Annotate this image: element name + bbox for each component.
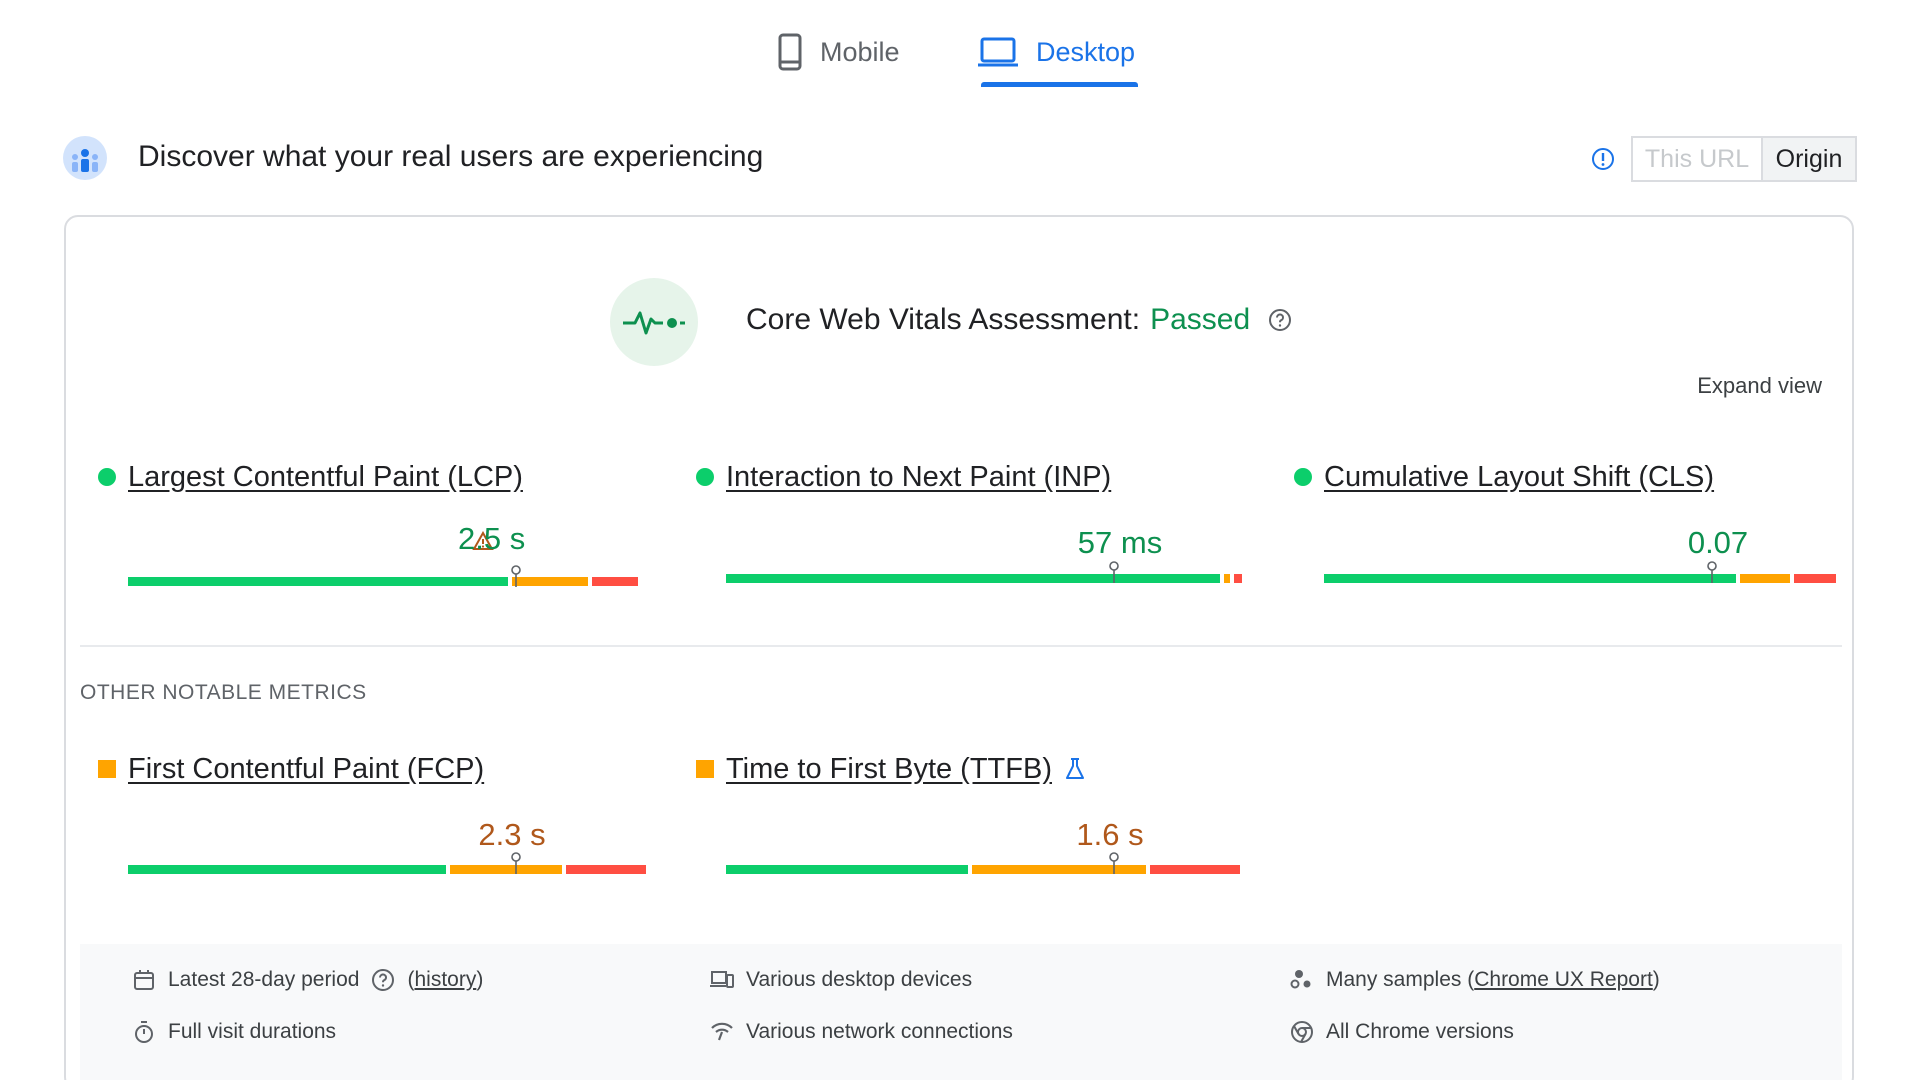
good-status-dot <box>98 468 116 486</box>
network-text: Various network connections <box>746 1020 1013 1043</box>
distribution-bar <box>726 865 1244 874</box>
samples-text: Many samples (Chrome UX Report) <box>1326 968 1660 991</box>
bar-segment-average <box>972 865 1146 874</box>
this-url-button[interactable]: This URL <box>1633 138 1763 180</box>
bar-segment-average <box>450 865 562 874</box>
metric-fcp: First Contentful Paint (FCP) 2.3 s <box>98 749 646 889</box>
chrome-text: All Chrome versions <box>1326 1020 1514 1043</box>
bar-segment-good <box>726 574 1220 583</box>
period-item: Latest 28-day period (history) <box>132 968 483 992</box>
bar-segment-poor <box>1794 574 1836 583</box>
assessment-prefix: Core Web Vitals Assessment: <box>746 303 1141 336</box>
chrome-icon <box>1291 1021 1313 1043</box>
bar-segment-poor <box>1150 865 1240 874</box>
history-link[interactable]: history <box>414 968 477 991</box>
average-status-square <box>696 760 714 778</box>
bar-segment-good <box>128 865 446 874</box>
metric-name[interactable]: Time to First Byte (TTFB) <box>726 752 1052 785</box>
metric-lcp: Largest Contentful Paint (LCP) 2.5 s <box>98 457 638 597</box>
stopwatch-icon <box>135 1021 153 1043</box>
percentile-marker <box>1109 561 1119 583</box>
chrome-ux-report-link[interactable]: Chrome UX Report <box>1474 968 1653 991</box>
bar-segment-average <box>1224 574 1230 583</box>
metric-value: 2.3 s <box>478 817 546 852</box>
metric-value: 57 ms <box>1077 525 1163 560</box>
help-icon[interactable] <box>1268 308 1292 332</box>
history-paren: (history) <box>407 968 484 991</box>
help-icon[interactable] <box>371 968 395 992</box>
crux-users-icon <box>63 136 107 180</box>
calendar-icon <box>134 970 154 990</box>
percentile-marker <box>1707 561 1717 583</box>
metric-name[interactable]: Largest Contentful Paint (LCP) <box>128 460 523 493</box>
network-icon <box>711 1022 733 1041</box>
average-status-square <box>98 760 116 778</box>
bar-segment-poor <box>592 577 638 586</box>
chrome-item: All Chrome versions <box>1290 1020 1514 1044</box>
expand-view-link[interactable]: Expand view <box>1697 373 1822 398</box>
bar-segment-good <box>726 865 968 874</box>
bar-segment-poor <box>566 865 646 874</box>
tab-mobile[interactable]: Mobile <box>778 14 900 90</box>
mobile-icon <box>778 33 802 71</box>
origin-button[interactable]: Origin <box>1763 138 1855 180</box>
network-item: Various network connections <box>710 1020 1013 1044</box>
percentile-marker <box>1109 852 1119 874</box>
devices-text: Various desktop devices <box>746 968 973 991</box>
metric-ttfb: Time to First Byte (TTFB) 1.6 s <box>696 749 1240 889</box>
tab-desktop[interactable]: Desktop <box>978 14 1135 90</box>
warning-icon <box>472 531 494 550</box>
samples-item: Many samples (Chrome UX Report) <box>1290 968 1660 992</box>
distribution-bar <box>128 577 642 586</box>
active-tab-indicator <box>981 82 1138 87</box>
bar-segment-average <box>1740 574 1790 583</box>
period-text: Latest 28-day period <box>168 968 360 991</box>
bar-segment-poor <box>1234 574 1242 583</box>
metric-value: 2.5 s <box>458 521 526 556</box>
distribution-bar <box>128 865 650 874</box>
url-origin-toggle: This URL Origin <box>1631 136 1857 182</box>
assessment-title: Core Web Vitals Assessment: Passed <box>746 303 1292 337</box>
durations-item: Full visit durations <box>132 1020 336 1044</box>
pulse-icon <box>623 311 685 335</box>
laptop-icon <box>978 37 1018 67</box>
bar-segment-good <box>1324 574 1736 583</box>
distribution-bar <box>726 574 1246 583</box>
percentile-marker <box>511 565 521 587</box>
bar-segment-average <box>512 577 588 586</box>
field-data-card: Core Web Vitals Assessment: Passed Expan… <box>64 215 1854 1080</box>
metric-inp: Interaction to Next Paint (INP) 57 ms <box>696 457 1242 597</box>
page-headline: Discover what your real users are experi… <box>138 140 764 173</box>
metric-name[interactable]: Cumulative Layout Shift (CLS) <box>1324 460 1715 493</box>
metric-cls: Cumulative Layout Shift (CLS) 0.07 <box>1294 457 1836 597</box>
metric-value: 0.07 <box>1687 525 1749 560</box>
other-metrics-heading: OTHER NOTABLE METRICS <box>80 681 367 704</box>
tab-mobile-label: Mobile <box>820 36 900 67</box>
section-divider <box>80 645 1842 647</box>
devices-icon <box>710 971 734 988</box>
metric-name[interactable]: Interaction to Next Paint (INP) <box>726 460 1112 493</box>
metric-name[interactable]: First Contentful Paint (FCP) <box>128 752 485 785</box>
devices-item: Various desktop devices <box>710 968 972 992</box>
people-icon <box>1290 970 1311 989</box>
distribution-bar <box>1324 574 1840 583</box>
good-status-dot <box>696 468 714 486</box>
flask-icon <box>1065 758 1084 779</box>
assessment-badge <box>610 278 698 366</box>
metric-value: 1.6 s <box>1076 817 1144 852</box>
durations-text: Full visit durations <box>168 1020 337 1043</box>
data-collection-info: Latest 28-day period (history) Full visi… <box>80 944 1842 1080</box>
percentile-marker <box>511 852 521 874</box>
assessment-status: Passed <box>1150 303 1251 336</box>
good-status-dot <box>1294 468 1312 486</box>
info-icon[interactable] <box>1591 147 1615 171</box>
device-tabs: Mobile Desktop <box>0 14 1920 90</box>
tab-desktop-label: Desktop <box>1036 36 1136 67</box>
bar-segment-good <box>128 577 508 586</box>
